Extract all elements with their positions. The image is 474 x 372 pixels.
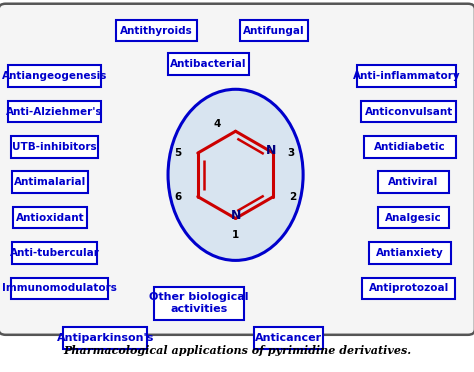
Text: Anti-inflammatory: Anti-inflammatory <box>353 71 461 81</box>
Text: Antioxidant: Antioxidant <box>16 213 84 222</box>
Text: 4: 4 <box>214 119 221 129</box>
FancyBboxPatch shape <box>154 287 244 320</box>
Text: Antidiabetic: Antidiabetic <box>374 142 446 152</box>
FancyBboxPatch shape <box>12 242 97 264</box>
Text: Analgesic: Analgesic <box>385 213 442 222</box>
FancyBboxPatch shape <box>378 207 449 228</box>
Text: Antithyroids: Antithyroids <box>120 26 193 35</box>
Text: Anticancer: Anticancer <box>255 333 322 343</box>
FancyBboxPatch shape <box>362 278 455 299</box>
FancyBboxPatch shape <box>378 171 449 193</box>
FancyBboxPatch shape <box>254 327 322 349</box>
Text: N: N <box>230 209 241 222</box>
Ellipse shape <box>168 89 303 260</box>
FancyBboxPatch shape <box>361 101 456 122</box>
FancyBboxPatch shape <box>357 65 456 87</box>
Text: Other biological
activities: Other biological activities <box>149 292 249 314</box>
Text: Antibacterial: Antibacterial <box>170 59 247 69</box>
Text: Anti-Alziehmer's: Anti-Alziehmer's <box>6 107 103 116</box>
Text: 6: 6 <box>174 192 182 202</box>
Text: N: N <box>266 144 276 157</box>
FancyBboxPatch shape <box>63 327 147 349</box>
Text: Anticonvulsant: Anticonvulsant <box>365 107 453 116</box>
FancyBboxPatch shape <box>364 136 456 158</box>
Text: Antimalarial: Antimalarial <box>14 177 86 187</box>
FancyBboxPatch shape <box>8 101 100 122</box>
FancyBboxPatch shape <box>13 207 86 228</box>
Text: Antiangeogenesis: Antiangeogenesis <box>2 71 107 81</box>
FancyBboxPatch shape <box>239 20 308 41</box>
Text: Immunomodulators: Immunomodulators <box>2 283 117 293</box>
Text: Antiparkinson's: Antiparkinson's <box>56 333 154 343</box>
FancyBboxPatch shape <box>11 136 99 158</box>
Text: Pharmacological applications of pyrimidine derivatives.: Pharmacological applications of pyrimidi… <box>63 345 411 356</box>
FancyBboxPatch shape <box>8 65 100 87</box>
Text: 3: 3 <box>288 148 295 158</box>
Text: 1: 1 <box>232 230 239 240</box>
Text: Antianxiety: Antianxiety <box>376 248 444 258</box>
FancyBboxPatch shape <box>11 278 108 299</box>
Text: UTB-inhibitors: UTB-inhibitors <box>12 142 97 152</box>
Text: Antiviral: Antiviral <box>388 177 438 187</box>
FancyBboxPatch shape <box>0 4 474 335</box>
FancyBboxPatch shape <box>368 242 451 264</box>
Text: Anti-tubercular: Anti-tubercular <box>9 248 100 258</box>
FancyBboxPatch shape <box>12 171 88 193</box>
Text: Antiprotozoal: Antiprotozoal <box>368 283 449 293</box>
Text: 5: 5 <box>174 148 182 158</box>
Text: Antifungal: Antifungal <box>243 26 305 35</box>
FancyBboxPatch shape <box>116 20 197 41</box>
FancyBboxPatch shape <box>168 53 249 75</box>
Text: 2: 2 <box>289 192 296 202</box>
